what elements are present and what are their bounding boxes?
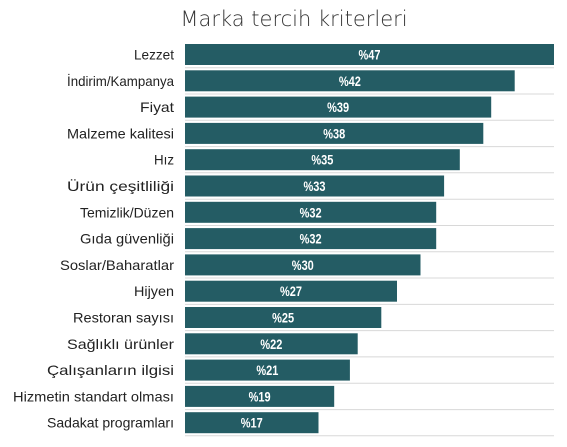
value-label: %39 [327,99,349,115]
category-label: İndirim/Kampanya [67,72,174,89]
category-label: Temizlik/Düzen [80,204,174,220]
category-label: Çalışanların ilgisi [47,362,174,378]
bar [185,280,397,302]
bar [185,385,335,407]
bar [185,70,515,92]
bar [185,201,437,223]
bar [185,149,460,171]
category-label: Ürün çeşitliliği [67,177,174,194]
category-label: Malzeme kalitesi [67,125,174,141]
category-label: Fiyat [140,99,174,115]
bar [185,412,319,434]
bar [185,333,358,355]
value-label: %21 [256,362,278,378]
category-label: Hijyen [134,283,174,299]
category-label: Hız [154,152,174,168]
bar [185,96,492,118]
bar [185,254,421,276]
value-label: %19 [249,388,271,404]
category-label: Soslar/Baharatlar [60,257,174,273]
category-label: Sadakat programları [47,415,174,431]
category-label: Sağlıklı ürünler [67,336,174,352]
value-label: %25 [272,310,294,326]
value-label: %35 [311,152,333,168]
value-label: %17 [241,415,263,431]
category-label: Gıda güvenliği [80,231,174,247]
bars-group: Lezzet %47 İndirim/Kampanya %42 Fiyat %39 Malz… [13,44,554,437]
category-label: Restoran sayısı [73,310,174,326]
value-label: %27 [280,283,302,299]
bar [185,44,554,65]
bar [185,359,350,381]
bar [185,307,382,328]
value-label: %42 [339,73,361,89]
value-label: %47 [359,47,381,63]
bar [185,228,437,250]
value-label: %30 [292,257,314,273]
bar [185,122,484,144]
value-label: %22 [260,336,282,352]
value-label: %33 [304,178,326,194]
value-label: %32 [300,204,322,220]
value-label: %32 [300,231,322,247]
value-label: %38 [323,125,345,141]
category-label: Lezzet [134,47,174,63]
chart-title: Marka tercih kriterleri [180,7,407,31]
bar [185,175,445,197]
category-label: Hizmetin standart olması [13,388,174,404]
